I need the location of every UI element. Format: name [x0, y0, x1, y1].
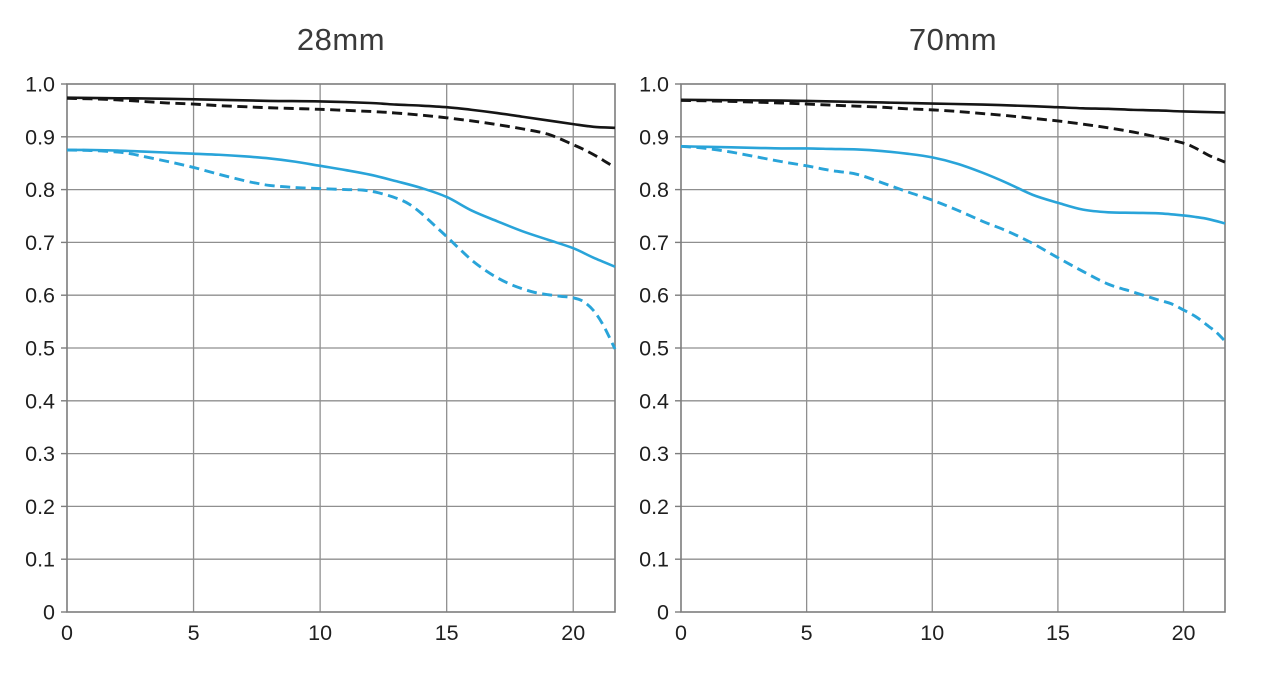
chart-70mm: 70mm 0 0.1 0.2 0.3 0.4 0.5 0.6 0.7 0.8 0.9 1.0 0 5 10… — [640, 0, 1280, 677]
y-tick-label: 0.1 — [25, 548, 55, 572]
x-tick-label: 5 — [801, 621, 813, 645]
curve-blue-dashed — [680, 144, 1227, 343]
y-tick-label: 0.9 — [640, 125, 669, 149]
curve-black-solid — [680, 98, 1226, 114]
y-tick-label: 1.0 — [640, 73, 669, 97]
y-tick-label: 0.1 — [640, 548, 669, 572]
curve-blue-solid — [680, 145, 1226, 225]
curve-black-solid — [66, 96, 616, 130]
y-tick-label: 0.3 — [640, 442, 669, 466]
y-tick-label: 0.6 — [25, 284, 55, 308]
curve-black-dashed — [66, 96, 616, 169]
y-tick-label: 0.5 — [640, 337, 669, 361]
y-tick-label: 0.6 — [640, 284, 669, 308]
y-tick-label: 1.0 — [25, 73, 55, 97]
x-tick-label: 15 — [435, 621, 459, 645]
y-tick-label: 0.7 — [640, 231, 669, 255]
y-tick-label: 0.7 — [25, 231, 55, 255]
curve-blue-dashed — [66, 148, 617, 350]
y-tick-label: 0.2 — [25, 495, 55, 519]
y-tick-label: 0.8 — [25, 178, 55, 202]
x-tick-label: 20 — [561, 621, 585, 645]
y-tick-label: 0.8 — [640, 178, 669, 202]
x-tick-label: 10 — [920, 621, 944, 645]
y-tick-label: 0 — [43, 601, 55, 625]
curve-blue-solid — [66, 148, 616, 268]
x-tick-label: 0 — [675, 621, 687, 645]
y-tick-label: 0.4 — [640, 389, 669, 413]
y-tick-label: 0.2 — [640, 495, 669, 519]
y-tick-label: 0.5 — [25, 337, 55, 361]
y-tick-label: 0.3 — [25, 442, 55, 466]
mtf-plot-28mm: 0 0.1 0.2 0.3 0.4 0.5 0.6 0.7 0.8 0.9 1.0 0 5 10 15 20 — [25, 73, 617, 645]
x-tick-label: 15 — [1046, 621, 1070, 645]
x-tick-label: 0 — [61, 621, 73, 645]
y-tick-label: 0.9 — [25, 125, 55, 149]
x-tick-label: 20 — [1172, 621, 1196, 645]
mtf-plot-70mm: 0 0.1 0.2 0.3 0.4 0.5 0.6 0.7 0.8 0.9 1.0 0 5 10 15 20 — [640, 73, 1227, 645]
chart-title-28mm: 28mm — [296, 22, 386, 57]
x-tick-label: 10 — [308, 621, 332, 645]
chart-title-70mm: 70mm — [908, 22, 998, 57]
y-tick-label: 0.4 — [25, 389, 55, 413]
x-tick-label: 5 — [188, 621, 200, 645]
chart-28mm: 28mm 0 0.1 0.2 0.3 0.4 0.5 0.6 0.7 0.8 0.9 1.0 0 5 10… — [25, 22, 617, 645]
y-tick-label: 0 — [657, 601, 669, 625]
curve-black-dashed — [680, 98, 1226, 164]
